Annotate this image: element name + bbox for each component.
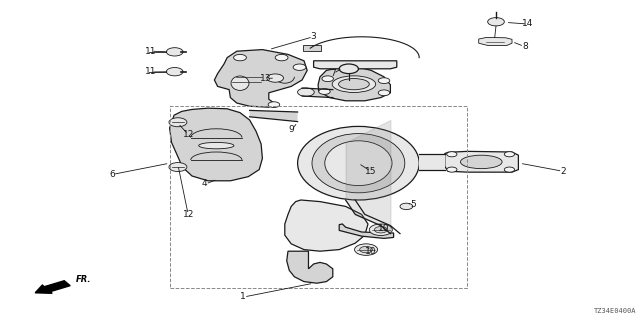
Text: 11: 11 — [145, 68, 156, 76]
Circle shape — [374, 227, 387, 233]
Circle shape — [369, 224, 392, 236]
Text: 12: 12 — [183, 130, 195, 139]
Ellipse shape — [339, 78, 369, 90]
Text: 14: 14 — [522, 20, 534, 28]
Text: 10: 10 — [365, 247, 377, 256]
Text: 6: 6 — [109, 170, 115, 179]
Circle shape — [400, 203, 413, 210]
Polygon shape — [445, 151, 518, 172]
Circle shape — [355, 244, 378, 255]
FancyArrow shape — [35, 281, 70, 293]
Polygon shape — [479, 37, 512, 45]
Circle shape — [166, 48, 183, 56]
Polygon shape — [250, 110, 298, 122]
Text: 12: 12 — [183, 210, 195, 219]
Text: 2: 2 — [561, 167, 566, 176]
Polygon shape — [302, 88, 333, 98]
Ellipse shape — [298, 126, 419, 200]
Circle shape — [268, 102, 280, 108]
Circle shape — [322, 76, 333, 82]
Circle shape — [166, 68, 183, 76]
Circle shape — [378, 78, 390, 84]
Text: 4: 4 — [202, 180, 207, 188]
Text: TZ34E0400A: TZ34E0400A — [595, 308, 637, 314]
Circle shape — [447, 152, 457, 157]
Polygon shape — [419, 154, 445, 170]
Ellipse shape — [325, 141, 392, 186]
Polygon shape — [214, 50, 307, 107]
Circle shape — [275, 54, 288, 61]
Text: 13: 13 — [260, 74, 271, 83]
Circle shape — [267, 74, 284, 82]
Bar — [303, 45, 321, 51]
Text: FR.: FR. — [76, 276, 91, 284]
Circle shape — [360, 246, 372, 253]
Text: 1: 1 — [241, 292, 246, 301]
Circle shape — [169, 118, 187, 127]
Ellipse shape — [312, 134, 405, 193]
Circle shape — [169, 163, 187, 172]
Ellipse shape — [199, 142, 234, 149]
Circle shape — [298, 88, 314, 96]
Text: 9: 9 — [289, 125, 294, 134]
Text: 15: 15 — [365, 167, 377, 176]
Ellipse shape — [231, 76, 249, 90]
Text: 11: 11 — [145, 47, 156, 56]
Polygon shape — [314, 61, 397, 69]
Circle shape — [319, 89, 330, 94]
Circle shape — [488, 18, 504, 26]
Polygon shape — [318, 67, 390, 101]
Text: 8: 8 — [522, 42, 527, 51]
Polygon shape — [170, 108, 262, 181]
Circle shape — [339, 64, 358, 74]
Circle shape — [504, 167, 515, 172]
Text: 5: 5 — [410, 200, 415, 209]
Circle shape — [378, 90, 390, 96]
Ellipse shape — [461, 155, 502, 169]
Text: 3: 3 — [311, 32, 316, 41]
Circle shape — [447, 167, 457, 172]
Circle shape — [234, 54, 246, 61]
Polygon shape — [339, 224, 394, 238]
Ellipse shape — [332, 76, 376, 92]
Text: 10: 10 — [378, 224, 390, 233]
Text: 7: 7 — [330, 69, 335, 78]
Circle shape — [293, 64, 306, 70]
Polygon shape — [285, 200, 368, 251]
Polygon shape — [287, 251, 333, 283]
Circle shape — [504, 152, 515, 157]
